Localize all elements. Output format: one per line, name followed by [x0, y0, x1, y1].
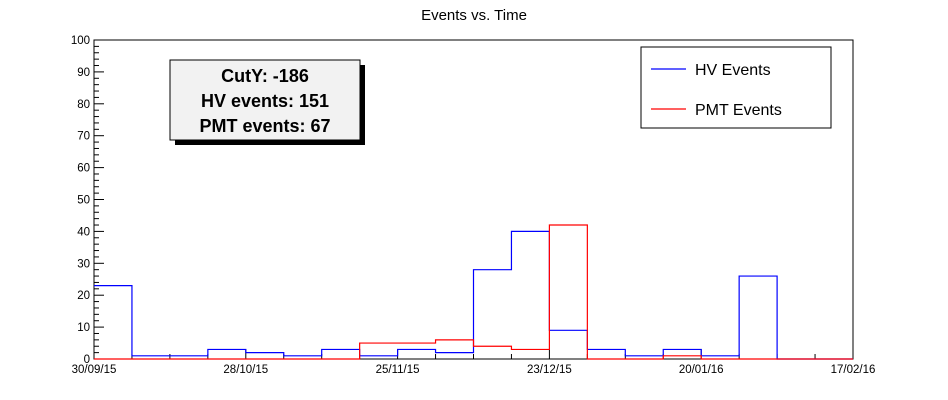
x-tick-label: 20/01/16 [679, 364, 724, 376]
x-tick-label: 25/11/15 [376, 364, 420, 376]
x-tick-label: 23/12/15 [527, 364, 572, 376]
x-tick-label: 30/09/15 [72, 364, 117, 376]
legend-label-pmt-events: PMT Events [695, 102, 782, 119]
pmt-events-series [94, 224, 853, 360]
y-tick-label: 30 [77, 258, 90, 270]
y-tick-label: 0 [84, 354, 90, 366]
stats-line: PMT events: 67 [199, 116, 330, 136]
stats-line: HV events: 151 [201, 91, 329, 111]
y-tick-label: 60 [77, 163, 90, 175]
legend-box [640, 46, 832, 129]
x-tick-label: 17/02/16 [831, 364, 876, 376]
stats-box [169, 59, 361, 141]
y-tick-label: 50 [77, 195, 90, 207]
x-tick-label: 28/10/15 [223, 364, 268, 376]
legend-label-hv-events: HV Events [695, 62, 771, 79]
y-tick-label: 100 [71, 35, 90, 47]
stats-line: CutY: -186 [221, 66, 309, 86]
y-tick-label: 90 [77, 67, 90, 79]
y-tick-label: 20 [77, 290, 90, 302]
y-tick-label: 80 [77, 99, 90, 111]
chart-title: Events vs. Time [421, 7, 527, 24]
y-tick-label: 10 [77, 322, 90, 334]
y-tick-label: 70 [77, 131, 90, 143]
hv-events-series [94, 230, 853, 360]
y-tick-label: 40 [77, 226, 90, 238]
